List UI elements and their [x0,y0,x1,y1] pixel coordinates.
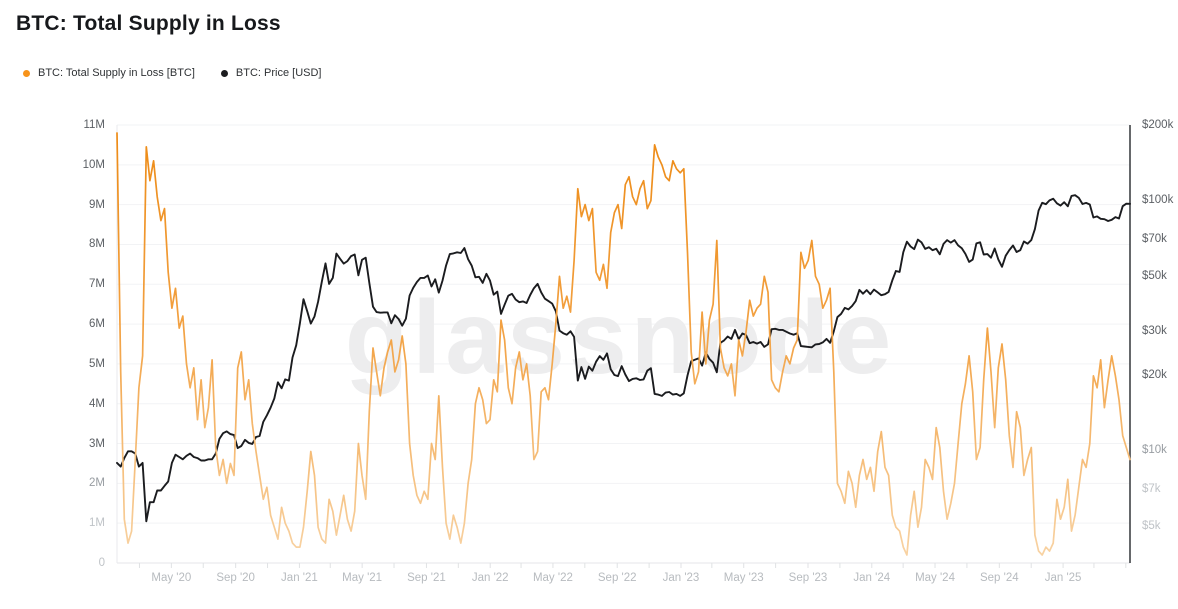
glassnode-watermark: glassnode [345,280,895,396]
x-axis-tick-label: May '21 [342,572,383,584]
x-axis-tick-label: May '20 [151,572,192,584]
y-axis-left-tick-label: 11M [83,119,105,131]
x-axis-tick-label: Sep '23 [788,572,828,584]
legend-item-price[interactable]: BTC: Price [USD] [220,67,322,79]
legend-label-supply: BTC: Total Supply in Loss [BTC] [38,67,195,79]
y-axis-right-tick-label: $10k [1142,444,1167,457]
x-axis-tick-label: Jan '21 [281,572,318,584]
legend: BTC: Total Supply in Loss [BTC] BTC: Pri… [23,67,322,79]
x-axis-tick-label: May '24 [915,572,955,584]
x-axis-tick-label: May '23 [723,572,764,584]
x-axis-tick-label: Jan '25 [1044,572,1082,584]
x-axis-tick-label: Jan '22 [471,572,509,584]
y-axis-right-tick-label: $200k [1142,119,1174,131]
y-axis-left-tick-label: 4M [89,397,105,410]
y-axis-left-tick-label: 1M [89,517,105,530]
page-title: BTC: Total Supply in Loss [16,12,281,35]
legend-dot-price-icon [220,69,228,77]
y-axis-right-tick-label: $100k [1142,194,1174,207]
legend-label-price: BTC: Price [USD] [235,67,322,79]
legend-dot-supply-icon [23,69,30,77]
x-axis-tick-label: Sep '20 [216,572,255,584]
price-line-series [116,194,1131,523]
y-axis-right-tick-label: $30k [1142,324,1167,337]
y-axis-right-tick-label: $50k [1142,269,1167,282]
y-axis-right-tick-label: $20k [1142,368,1167,381]
y-axis-left-tick-label: 7M [89,278,105,291]
y-axis-left-tick-label: 2M [89,477,105,490]
y-axis-right-tick-label: $5k [1142,519,1161,532]
y-axis-left-tick-label: 10M [82,158,105,171]
x-axis-tick-label: Sep '22 [597,572,637,584]
y-axis-left-tick-label: 3M [89,437,105,450]
y-axis-left-tick-label: 5M [89,357,105,370]
y-axis-right-tick-label: $7k [1142,482,1161,495]
supply-in-loss-line-series [116,132,1131,556]
x-axis-tick-label: Jan '23 [662,572,700,584]
x-axis-tick-label: Sep '24 [979,572,1019,584]
y-axis-left-tick-label: 8M [89,238,105,251]
x-axis-tick-label: Sep '21 [407,572,446,584]
x-axis-tick-label: May '22 [532,572,573,584]
y-axis-left-tick-label: 0 [98,557,105,569]
legend-item-supply[interactable]: BTC: Total Supply in Loss [BTC] [23,67,195,79]
y-axis-left-tick-label: 6M [89,318,105,331]
y-axis-left-tick-label: 9M [89,198,105,211]
y-axis-right-tick-label: $70k [1142,232,1167,245]
x-axis-tick-label: Jan '24 [853,572,891,584]
